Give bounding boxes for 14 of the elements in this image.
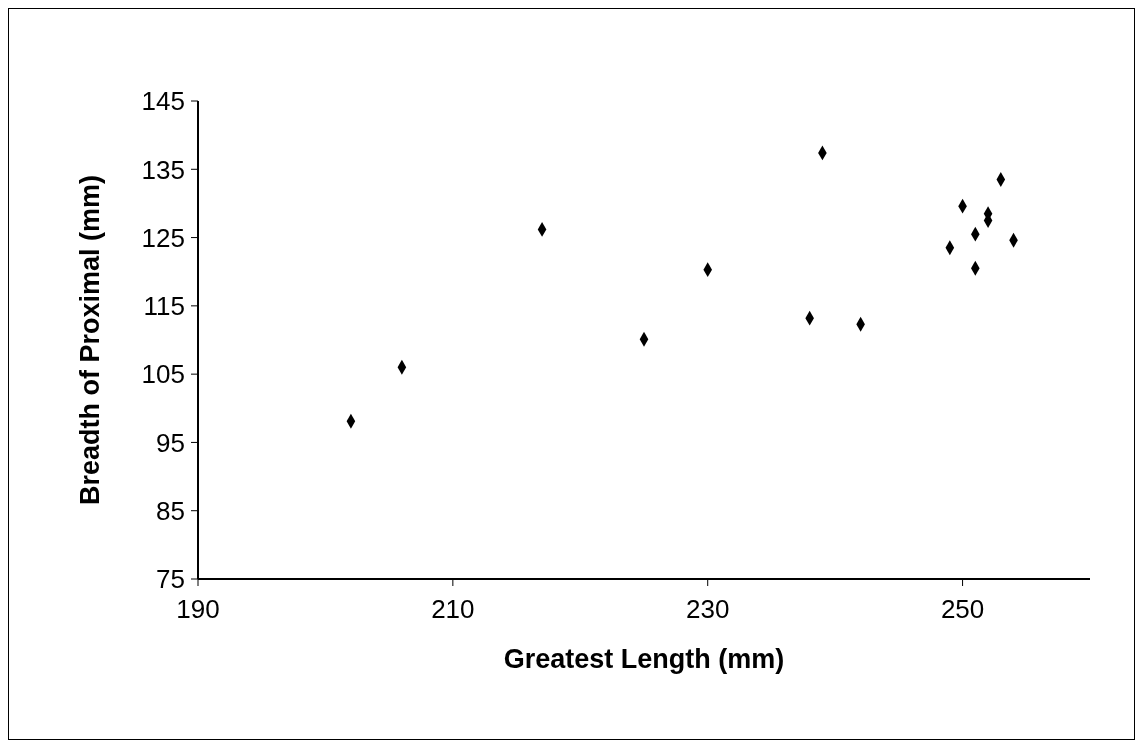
y-tick-label: 115 [143,291,185,322]
x-tick-label: 230 [686,594,730,625]
x-tick-label: 190 [176,594,220,625]
y-axis-title: Breadth of Proximal (mm) [74,174,105,506]
x-tick-label: 210 [431,594,475,625]
y-tick-label: 125 [141,222,185,253]
x-axis-title: Greatest Length (mm) [503,644,785,675]
x-tick-label: 250 [940,594,985,625]
y-tick-label: 85 [156,495,185,526]
y-tick-label: 95 [156,427,185,458]
y-tick-label: 135 [141,154,185,185]
y-tick-label: 75 [156,564,185,595]
y-tick-label: 145 [141,86,185,117]
y-tick-label: 105 [141,359,185,390]
